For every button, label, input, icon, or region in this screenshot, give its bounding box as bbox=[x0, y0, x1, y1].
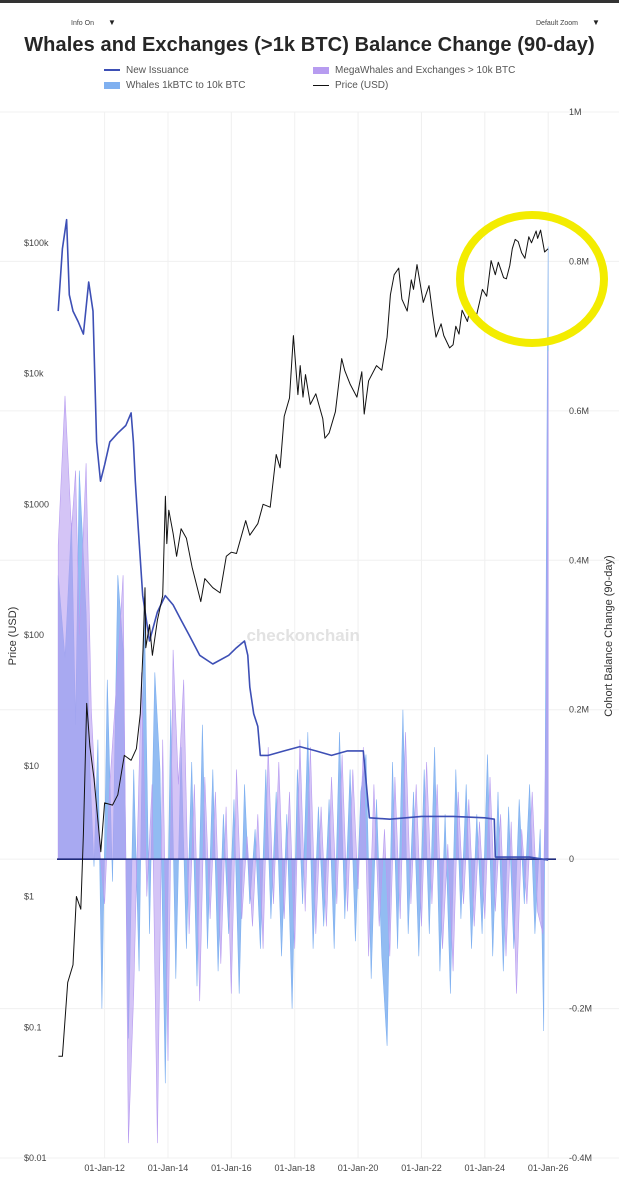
y-axis-left-tick-label: $0.1 bbox=[24, 1022, 42, 1032]
legend-item-price[interactable]: Price (USD) bbox=[313, 80, 388, 91]
legend-swatch bbox=[104, 69, 120, 72]
chart-title: Whales and Exchanges (>1k BTC) Balance C… bbox=[24, 34, 595, 56]
legend-swatch bbox=[313, 66, 329, 74]
x-axis-tick-label: 01-Jan-12 bbox=[84, 1163, 125, 1173]
legend-label: Whales 1kBTC to 10k BTC bbox=[126, 80, 246, 91]
highlight-circle-annotation bbox=[456, 211, 608, 347]
info-toggle-label: Info On bbox=[71, 20, 94, 27]
x-axis-tick-label: 01-Jan-24 bbox=[465, 1163, 506, 1173]
zoom-select-dropdown[interactable]: Default Zoom ▼ bbox=[536, 18, 600, 27]
y-axis-left-tick-label: $10 bbox=[24, 761, 39, 771]
y-axis-left-tick-label: $1000 bbox=[24, 499, 49, 509]
chevron-down-icon: ▼ bbox=[107, 18, 116, 27]
legend-label: New Issuance bbox=[126, 65, 189, 76]
x-axis-tick-label: 01-Jan-18 bbox=[274, 1163, 315, 1173]
chart-grid bbox=[0, 111, 619, 1159]
y-axis-left-tick-label: $100 bbox=[24, 630, 44, 640]
legend-item-megawhales[interactable]: MegaWhales and Exchanges > 10k BTC bbox=[313, 65, 515, 76]
legend-item-new-issuance[interactable]: New Issuance bbox=[104, 65, 189, 76]
chevron-down-icon: ▼ bbox=[592, 18, 600, 27]
window-top-border bbox=[0, 0, 619, 3]
y-axis-left-tick-label: $100k bbox=[24, 238, 49, 248]
y-axis-right-title: Cohort Balance Change (90-day) bbox=[603, 555, 615, 716]
y-axis-left-tick-label: $10k bbox=[24, 369, 44, 379]
legend-item-whales[interactable]: Whales 1kBTC to 10k BTC bbox=[104, 80, 245, 91]
y-axis-left-tick-label: $0.01 bbox=[24, 1153, 47, 1163]
legend-label: Price (USD) bbox=[335, 80, 389, 91]
watermark: _checkonchain bbox=[236, 626, 360, 645]
x-axis-tick-label: 01-Jan-22 bbox=[401, 1163, 442, 1173]
zoom-select-label: Default Zoom bbox=[536, 20, 579, 27]
y-axis-right-tick-label: 0 bbox=[569, 854, 574, 864]
line-series-price-usd bbox=[58, 229, 549, 1057]
y-axis-left-title: Price (USD) bbox=[7, 607, 19, 666]
line-series-group bbox=[57, 218, 549, 1057]
x-axis-tick-label: 01-Jan-16 bbox=[211, 1163, 252, 1173]
x-axis-tick-label: 01-Jan-14 bbox=[148, 1163, 189, 1173]
legend-label: MegaWhales and Exchanges > 10k BTC bbox=[335, 65, 516, 76]
y-axis-right-tick-label: -0.4M bbox=[569, 1153, 592, 1163]
y-axis-right-tick-label: 0.2M bbox=[569, 705, 589, 715]
legend-swatch bbox=[104, 81, 120, 89]
x-axis-tick-label: 01-Jan-20 bbox=[338, 1163, 379, 1173]
legend-swatch bbox=[313, 84, 329, 86]
y-axis-right-tick-label: 0.8M bbox=[569, 256, 589, 266]
info-toggle-dropdown[interactable]: Info On ▼ bbox=[71, 18, 116, 27]
y-axis-right-tick-label: 1M bbox=[569, 107, 582, 117]
y-axis-right-tick-label: 0.4M bbox=[569, 555, 589, 565]
y-axis-left-tick-label: $1 bbox=[24, 892, 34, 902]
y-axis-right-tick-label: -0.2M bbox=[569, 1004, 592, 1014]
y-axis-right-tick-label: 0.6M bbox=[569, 406, 589, 416]
tick-labels: -0.4M -0.2M 0 0.2M 0.4M 0.6M 0.8M 1M $0.01 $0.1 $1… bbox=[24, 107, 592, 1173]
x-axis-tick-label: 01-Jan-26 bbox=[528, 1163, 569, 1173]
line-series-new-issuance bbox=[57, 218, 549, 861]
